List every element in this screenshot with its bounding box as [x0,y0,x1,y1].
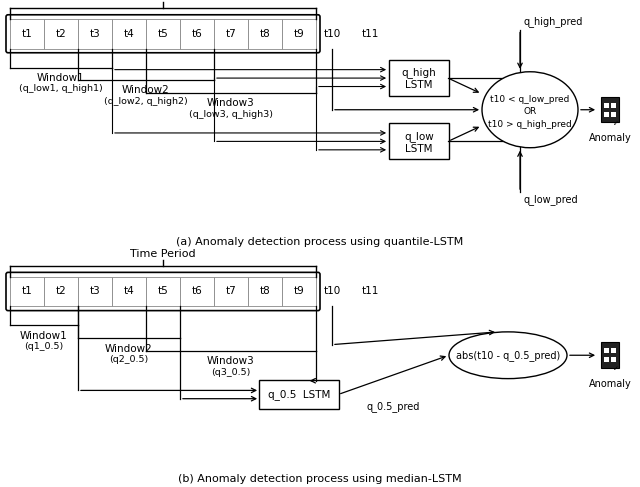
Bar [248,19,282,49]
Text: Window1: Window1 [20,331,68,341]
Text: t7: t7 [226,286,236,297]
Text: t7: t7 [226,29,236,39]
Bar [214,19,248,49]
Text: t5: t5 [157,286,168,297]
Bar [248,277,282,306]
Text: (q2_0.5): (q2_0.5) [109,355,148,364]
Text: t4: t4 [124,29,134,39]
Text: q_low: q_low [404,131,434,142]
FancyBboxPatch shape [6,272,320,311]
Text: Window1: Window1 [37,73,85,83]
Ellipse shape [449,332,567,378]
Text: Window2: Window2 [105,343,153,354]
Text: t5: t5 [157,29,168,39]
Text: Anomaly: Anomaly [589,133,632,143]
Text: (q_low2, q_high2): (q_low2, q_high2) [104,97,188,106]
Text: t10 > q_high_pred: t10 > q_high_pred [488,120,572,129]
Bar [112,19,146,49]
Bar [146,277,180,306]
Text: t10: t10 [323,286,340,297]
Bar [180,19,214,49]
Text: Anomaly: Anomaly [589,378,632,389]
Text: Time Period: Time Period [130,248,196,259]
Text: t8: t8 [260,29,270,39]
Bar [10,277,44,306]
Bar [78,19,112,49]
Bar [78,277,112,306]
Text: t1: t1 [22,286,33,297]
FancyBboxPatch shape [604,112,609,117]
FancyBboxPatch shape [604,348,609,354]
Bar [44,277,78,306]
FancyBboxPatch shape [604,357,609,362]
Text: t11: t11 [362,286,379,297]
Text: t9: t9 [294,29,305,39]
Text: q_0.5_pred: q_0.5_pred [367,401,420,412]
Text: (q_low1, q_high1): (q_low1, q_high1) [19,84,103,94]
Bar [180,277,214,306]
Text: (q3_0.5): (q3_0.5) [211,368,251,377]
Text: t10: t10 [323,29,340,39]
Bar [282,277,316,306]
FancyBboxPatch shape [611,348,616,354]
Text: (q_low3, q_high3): (q_low3, q_high3) [189,110,273,119]
Text: q_high_pred: q_high_pred [524,17,584,27]
Bar [146,19,180,49]
Text: q_high: q_high [402,67,436,78]
Text: Window3: Window3 [207,98,255,108]
Ellipse shape [482,72,578,148]
FancyBboxPatch shape [6,15,320,53]
Text: q_low_pred: q_low_pred [524,194,579,205]
Bar [10,19,44,49]
Text: OR: OR [524,107,536,116]
FancyBboxPatch shape [259,380,339,410]
Text: t9: t9 [294,286,305,297]
Text: t4: t4 [124,286,134,297]
Text: LSTM: LSTM [405,80,433,91]
Bar [214,277,248,306]
Text: t3: t3 [90,286,100,297]
FancyBboxPatch shape [611,112,616,117]
Text: (q1_0.5): (q1_0.5) [24,342,63,352]
FancyBboxPatch shape [601,342,619,368]
Text: t8: t8 [260,286,270,297]
Text: t2: t2 [56,286,67,297]
Text: ✓: ✓ [613,121,619,127]
FancyBboxPatch shape [604,103,609,108]
Text: t3: t3 [90,29,100,39]
Text: (a) Anomaly detection process using quantile-LSTM: (a) Anomaly detection process using quan… [177,237,463,247]
FancyBboxPatch shape [389,60,449,96]
Text: Window2: Window2 [122,86,170,95]
FancyBboxPatch shape [601,97,619,122]
Text: abs(t10 - q_0.5_pred): abs(t10 - q_0.5_pred) [456,350,560,361]
FancyBboxPatch shape [611,103,616,108]
FancyBboxPatch shape [389,123,449,159]
Bar [112,277,146,306]
Bar [44,19,78,49]
Text: ✓: ✓ [613,366,619,372]
Text: LSTM: LSTM [405,144,433,154]
Text: t2: t2 [56,29,67,39]
Text: t6: t6 [191,286,202,297]
Text: Time Period: Time Period [130,0,196,1]
Text: t1: t1 [22,29,33,39]
Text: q_0.5  LSTM: q_0.5 LSTM [268,389,330,400]
FancyBboxPatch shape [611,357,616,362]
Text: Window3: Window3 [207,356,255,366]
Bar [282,19,316,49]
Text: t10 < q_low_pred: t10 < q_low_pred [490,94,570,104]
Text: t6: t6 [191,29,202,39]
Text: (b) Anomaly detection process using median-LSTM: (b) Anomaly detection process using medi… [178,474,462,484]
Text: t11: t11 [362,29,379,39]
